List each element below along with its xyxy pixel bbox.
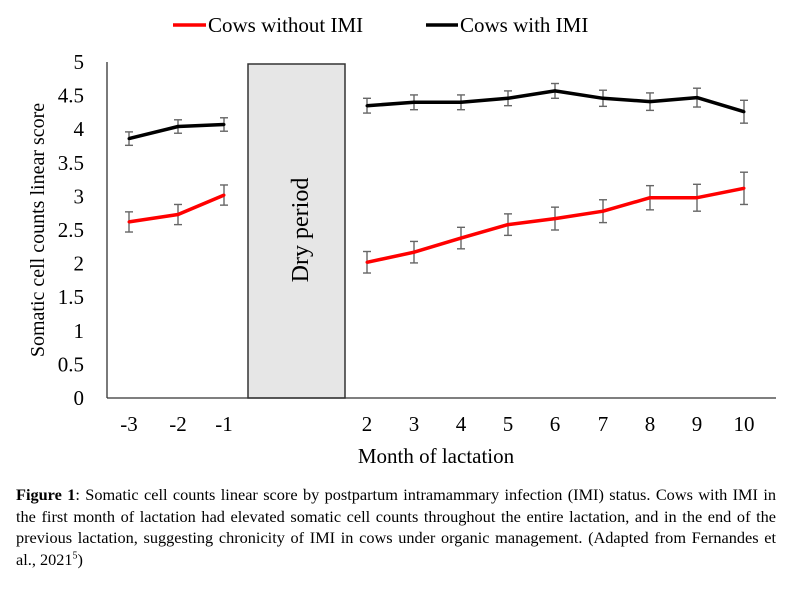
- y-tick-label: 2.5: [58, 218, 84, 242]
- data-point-without-imi: [365, 260, 369, 264]
- x-tick-label: -3: [120, 412, 138, 436]
- data-point-without-imi: [601, 209, 605, 213]
- data-point-with-imi: [742, 110, 746, 114]
- legend-label-without-imi: Cows without IMI: [208, 13, 363, 37]
- data-point-with-imi: [412, 100, 416, 104]
- data-point-without-imi: [648, 196, 652, 200]
- x-tick-label: 6: [550, 412, 561, 436]
- data-point-with-imi: [648, 100, 652, 104]
- legend-label-with-imi: Cows with IMI: [460, 13, 588, 37]
- y-tick-label: 1: [74, 319, 85, 343]
- data-point-without-imi: [222, 193, 226, 197]
- data-point-with-imi: [365, 104, 369, 108]
- x-tick-label: 3: [409, 412, 420, 436]
- x-tick-label: 2: [362, 412, 373, 436]
- x-tick-label: 5: [503, 412, 514, 436]
- y-axis-label: Somatic cell counts linear score: [27, 103, 49, 357]
- y-tick-label: 4: [74, 117, 85, 141]
- data-point-without-imi: [553, 217, 557, 221]
- data-point-with-imi: [553, 89, 557, 93]
- data-point-with-imi: [176, 125, 180, 128]
- y-tick-label: 4.5: [58, 84, 84, 108]
- x-tick-label: -1: [215, 412, 233, 436]
- data-point-without-imi: [459, 236, 463, 240]
- data-point-with-imi: [506, 96, 510, 100]
- data-point-with-imi: [601, 96, 605, 100]
- y-tick-label: 3.5: [58, 151, 84, 175]
- data-point-with-imi: [222, 123, 226, 126]
- data-point-without-imi: [127, 220, 131, 224]
- x-tick-label: 4: [456, 412, 467, 436]
- dry-period-box: [247, 63, 346, 399]
- data-point-with-imi: [127, 137, 131, 141]
- x-axis-label: Month of lactation: [358, 444, 515, 468]
- series-line-with-imi-previous-lactation: [128, 122, 225, 141]
- dry-period-label: Dry period: [288, 178, 314, 283]
- y-tick-label: 0: [74, 386, 85, 410]
- data-point-with-imi: [695, 96, 699, 100]
- caption-close: ): [77, 549, 83, 569]
- x-tick-label: 8: [645, 412, 656, 436]
- data-point-without-imi: [742, 186, 746, 190]
- caption-ref: 5: [72, 550, 78, 562]
- y-tick-label: 1.5: [58, 285, 84, 309]
- x-tick-label: 10: [734, 412, 755, 436]
- y-tick-label: 0.5: [58, 352, 84, 376]
- data-point-without-imi: [176, 213, 180, 216]
- x-tick-label: 7: [598, 412, 609, 436]
- y-tick-label: 5: [74, 50, 85, 74]
- series-line-without-imi-previous-lactation: [128, 193, 225, 224]
- data-point-without-imi: [412, 250, 416, 254]
- caption-label: Figure 1: [16, 485, 76, 504]
- data-point-without-imi: [506, 223, 510, 227]
- chart: Dry period 0 0.5 1 1.5 2 2.5 3 3.5 4 4.5 5 -3 -2 -1 2 3 4…: [27, 13, 776, 468]
- x-tick-label: 9: [692, 412, 703, 436]
- x-tick-label: -2: [169, 412, 187, 436]
- data-point-without-imi: [695, 196, 699, 200]
- data-point-with-imi: [459, 100, 463, 104]
- y-tick-label: 3: [74, 184, 85, 208]
- figure-caption: Figure 1: Somatic cell counts linear sco…: [16, 484, 776, 570]
- caption-text: : Somatic cell counts linear score by po…: [16, 485, 776, 569]
- y-tick-label: 2: [74, 252, 85, 276]
